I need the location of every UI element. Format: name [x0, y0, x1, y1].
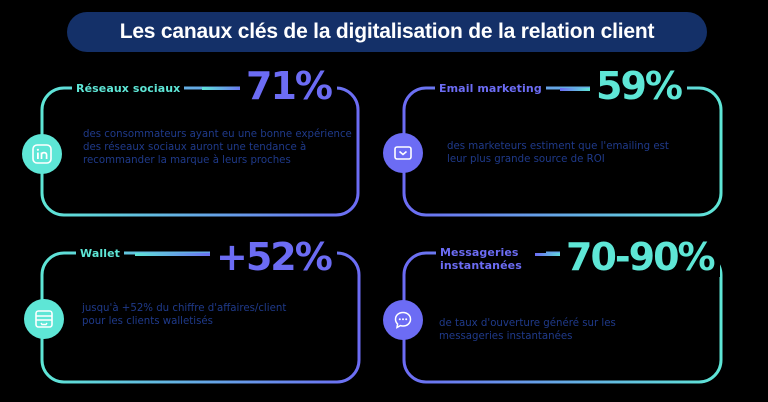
- label-connector: [202, 87, 244, 90]
- icon-badge: [383, 300, 423, 340]
- card-description: de taux d'ouverture généré sur les messa…: [439, 318, 616, 342]
- label-connector: [135, 253, 213, 256]
- icon-badge: [22, 134, 62, 174]
- title-banner: Les canaux clés de la digitalisation de …: [67, 12, 707, 52]
- stat-value: 71%: [240, 66, 337, 106]
- icon-badge: [383, 133, 423, 173]
- envelope-icon: [394, 146, 412, 160]
- label-connector: [535, 253, 563, 256]
- page-title: Les canaux clés de la digitalisation de …: [119, 20, 655, 43]
- card-description: jusqu'à +52% du chiffre d'affaires/clien…: [82, 303, 287, 327]
- card-label: Wallet: [76, 247, 125, 260]
- wallet-icon: [35, 310, 53, 328]
- card-description: des consommateurs ayant eu une bonne exp…: [83, 129, 352, 166]
- linkedin-icon: [32, 144, 52, 164]
- card-description: des marketeurs estiment que l'emailing e…: [447, 141, 669, 165]
- label-connector: [560, 88, 590, 91]
- chat-bubble-icon: [394, 311, 412, 329]
- card-label: Email marketing: [435, 82, 546, 95]
- icon-badge: [24, 299, 64, 339]
- stat-value: +52%: [210, 237, 337, 277]
- card-label: Réseaux sociaux: [72, 82, 185, 95]
- stat-value: 70-90%: [560, 237, 720, 277]
- stat-value: 59%: [590, 66, 687, 106]
- card-label: Messageries instantanées: [436, 246, 546, 272]
